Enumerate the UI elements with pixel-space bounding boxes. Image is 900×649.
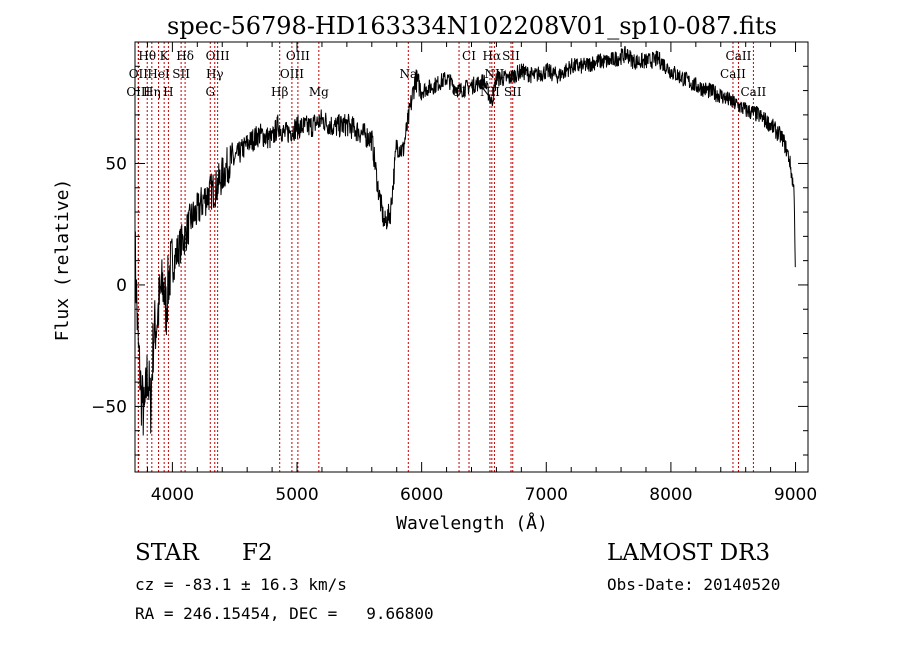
y-axis-label: Flux (relative) xyxy=(52,179,73,342)
line-marker-label: OIII xyxy=(286,49,310,63)
line-marker-label: G xyxy=(205,85,215,99)
line-marker-label: Hγ xyxy=(206,67,224,81)
line-marker-label: OIII xyxy=(126,85,150,99)
line-marker-label: HeI xyxy=(147,67,170,81)
line-marker-label: CaII xyxy=(726,49,752,63)
line-marker-label: OIII xyxy=(206,49,230,63)
x-tick-label: 8000 xyxy=(649,485,692,505)
line-marker-label: SII xyxy=(502,49,520,63)
subclass: F2 xyxy=(242,540,273,566)
object-type: STAR xyxy=(135,540,199,566)
velocity: cz = -83.1 ± 16.3 km/s xyxy=(135,575,347,594)
line-marker-label: Mg xyxy=(309,85,329,99)
y-tick-label: −50 xyxy=(91,397,127,417)
x-tick-label: 4000 xyxy=(151,485,194,505)
line-marker-label: H xyxy=(163,85,173,99)
line-marker-label: CaII xyxy=(720,67,746,81)
y-tick-label: 0 xyxy=(116,276,127,296)
line-marker-label: Hδ xyxy=(176,49,194,63)
line-marker-label: Hη xyxy=(143,85,161,99)
y-tick-label: 50 xyxy=(105,154,127,174)
spectrum-line xyxy=(134,46,796,436)
line-marker-label: SII xyxy=(172,67,190,81)
plot-frame xyxy=(134,41,809,473)
x-tick-label: 9000 xyxy=(774,485,817,505)
x-tick-label: 5000 xyxy=(275,485,318,505)
x-tick-label: 7000 xyxy=(525,485,568,505)
survey-name: LAMOST DR3 xyxy=(607,540,771,566)
line-marker-label: Na xyxy=(399,67,417,81)
line-marker-label: Hβ xyxy=(271,85,288,99)
obs-date: Obs-Date: 20140520 xyxy=(607,575,781,594)
line-marker-label: CaII xyxy=(740,85,766,99)
coordinates: RA = 246.15454, DEC = 9.66800 xyxy=(135,604,434,623)
line-marker-label: Hθ xyxy=(138,49,156,63)
line-marker-label: SII xyxy=(504,85,522,99)
line-marker-label: OIII xyxy=(280,67,304,81)
line-marker-label: Hα xyxy=(483,49,502,63)
x-tick-label: 6000 xyxy=(400,485,443,505)
line-marker-label: K xyxy=(160,49,170,63)
x-axis-label: Wavelength (Å) xyxy=(396,512,548,534)
line-marker-label: CI xyxy=(462,49,476,63)
chart-title: spec-56798-HD163334N102208V01_sp10-087.f… xyxy=(167,12,777,40)
